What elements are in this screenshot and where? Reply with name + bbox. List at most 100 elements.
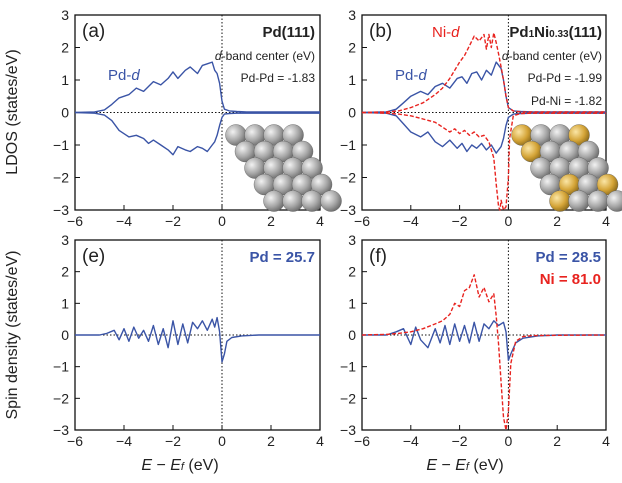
y-tick-label: 2 [61, 264, 69, 280]
pd-atom [291, 140, 314, 163]
y-tick-label: 1 [348, 72, 356, 88]
y-tick-label: 1 [61, 295, 69, 311]
y-tick-label: −1 [53, 137, 69, 153]
series-ni-d-spin-down- [361, 111, 606, 211]
y-tick-label: 0 [61, 327, 69, 343]
x-tick-label: −4 [403, 433, 419, 449]
x-tick-label: −4 [403, 213, 419, 229]
x-tick-label: −2 [452, 213, 468, 229]
series-pd-spin-density [362, 320, 606, 361]
pd-atom [310, 173, 333, 196]
y-tick-label: 2 [348, 264, 356, 280]
series-pd-d-spin-down- [361, 111, 606, 154]
ylabel-bottom: Spin density (states/eV) [4, 251, 21, 420]
y-tick-label: 1 [61, 72, 69, 88]
xlabel-left: E − Ef (eV) [141, 457, 218, 474]
x-tick-label: −2 [165, 213, 181, 229]
y-tick-label: −1 [340, 137, 356, 153]
x-tick-label: −6 [354, 433, 370, 449]
y-tick-label: 2 [61, 40, 69, 56]
pd-atom [606, 190, 622, 212]
x-tick-label: −4 [116, 433, 132, 449]
y-tick-label: −3 [53, 422, 69, 438]
series-label-pd-d: Pd-d [108, 67, 140, 84]
y-tick-label: 3 [348, 7, 356, 23]
annotation-pd-ni: Pd-Ni = -1.82 [531, 94, 602, 108]
pd-atom [587, 190, 609, 212]
y-tick-label: 3 [348, 232, 356, 248]
x-tick-label: 2 [553, 433, 561, 449]
panel-e: −6 −4 −2 0 2 4 −3 −2 −1 0 1 2 3 (e) Pd = 25.7 [53, 232, 324, 449]
y-tick-label: −2 [340, 390, 356, 406]
y-tick-label: −2 [340, 170, 356, 186]
y-tick-label: −1 [340, 359, 356, 375]
panel-label: (e) [82, 246, 105, 267]
x-tick-label: 2 [267, 213, 275, 229]
ni-atom [549, 190, 571, 212]
x-tick-label: 4 [316, 213, 324, 229]
y-tick-label: 3 [61, 7, 69, 23]
annotation-pd-pd: Pd-Pd = -1.99 [528, 71, 603, 85]
panel-label: (f) [369, 246, 387, 267]
x-tick-label: 0 [218, 213, 226, 229]
atom-slab-inset [225, 124, 342, 212]
y-tick-label: 2 [348, 40, 356, 56]
ni-atom [596, 173, 619, 196]
svg-text:E − Ef (eV): E − Ef (eV) [426, 457, 503, 474]
x-tick-label: 4 [316, 433, 324, 449]
series-pd-spin-density [75, 316, 320, 363]
series-pd-d [74, 61, 320, 114]
y-tick-label: −3 [340, 422, 356, 438]
pd-atom [263, 190, 285, 212]
pd-atom [301, 190, 323, 212]
d-band-center-label: d-band center (eV) [215, 49, 315, 63]
annotation-pd-pd: Pd-Pd = -1.83 [241, 71, 316, 85]
y-tick-label: 3 [61, 232, 69, 248]
panel-label: (b) [369, 21, 392, 42]
x-tick-label: 0 [218, 433, 226, 449]
x-tick-label: −4 [116, 213, 132, 229]
y-tick-label: −3 [53, 202, 69, 218]
panel-f: −6 −4 −2 0 2 4 −3 −2 −1 0 1 2 3 (f) Pd = 28.5 Ni = 81.0 [340, 232, 610, 449]
d-band-center-label: d-band center (eV) [502, 49, 602, 63]
y-tick-label: −3 [340, 202, 356, 218]
x-tick-label: −2 [165, 433, 181, 449]
annotation-pd-moment: Pd = 28.5 [536, 249, 601, 266]
x-tick-label: −6 [67, 433, 83, 449]
x-tick-label: −2 [452, 433, 468, 449]
x-tick-label: 0 [505, 433, 513, 449]
series-pd-d-spin-down- [74, 111, 320, 156]
panel-label: (a) [82, 21, 105, 42]
x-tick-label: 4 [602, 213, 610, 229]
y-tick-label: 0 [348, 327, 356, 343]
svg-text:E − Ef (eV): E − Ef (eV) [141, 457, 218, 474]
pd-atom [301, 157, 323, 179]
panel-title: Pd(111) [262, 24, 315, 41]
x-tick-label: −6 [354, 213, 370, 229]
series-pd-d [361, 61, 606, 114]
x-tick-label: −6 [67, 213, 83, 229]
y-tick-label: 0 [348, 105, 356, 121]
x-tick-label: 2 [553, 213, 561, 229]
ni-atom [568, 124, 590, 146]
pd-atom [587, 157, 609, 179]
pd-atom [568, 190, 590, 212]
series-label-pd-d: Pd-d [395, 67, 427, 84]
panel-b: −6 −4 −2 0 2 4 −3 −2 −1 0 1 2 3 (b) Pd1Ni0.33(111) d-ba… [340, 7, 622, 229]
panel-a: −6 −4 −2 0 2 4 −3 −2 −1 0 1 2 3 (a) Pd(111) d-band cent… [53, 7, 342, 229]
series-label-ni-d: Ni-d [432, 24, 460, 41]
panel-title: Pd1Ni0.33(111) [509, 24, 602, 41]
annotation-pd-moment: Pd = 25.7 [250, 249, 315, 266]
y-tick-label: −1 [53, 359, 69, 375]
xlabel-right: E − Ef (eV) [426, 457, 503, 474]
pd-atom [282, 190, 304, 212]
pd-atom [320, 190, 342, 212]
y-tick-label: −2 [53, 390, 69, 406]
y-tick-label: 1 [348, 295, 356, 311]
y-tick-label: −2 [53, 170, 69, 186]
series-ni-d [361, 32, 606, 114]
x-tick-label: 0 [505, 213, 513, 229]
pd-atom [282, 124, 304, 146]
series-ni-spin-density [361, 274, 607, 431]
